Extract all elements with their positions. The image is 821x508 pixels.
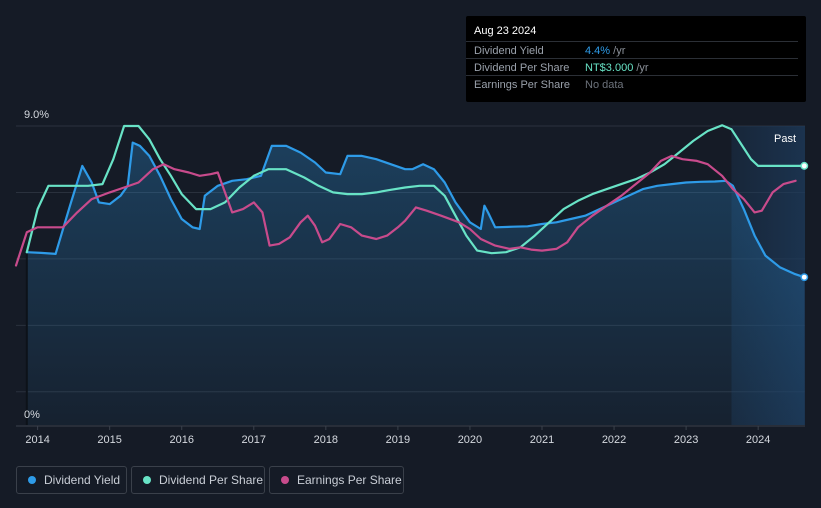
legend-dividend-yield[interactable]: Dividend Yield [16,466,127,494]
legend-label: Earnings Per Share [297,473,402,487]
tooltip-row-earnings-per-share: Earnings Per Share No data [466,75,798,93]
tooltip-label: Dividend Per Share [474,62,570,74]
tooltip-label: Dividend Yield [474,45,544,57]
x-tick-label: 2019 [386,434,410,446]
line-layer [14,124,809,282]
legend-label: Dividend Per Share [159,473,264,487]
tooltip: Aug 23 2024 Dividend Yield 4.4% /yr Divi… [466,16,806,102]
legend-dot-icon [143,476,151,484]
series-line-dps [25,124,806,255]
x-tick-label: 2018 [314,434,338,446]
series-end-marker-yield [800,273,809,282]
tooltip-row-dividend-per-share: Dividend Per Share NT$3.000 /yr [466,58,798,76]
tooltip-row-dividend-yield: Dividend Yield 4.4% /yr [466,41,798,59]
series-line-yield [25,141,806,279]
x-tick-label: 2016 [169,434,193,446]
x-tick-label: 2015 [97,434,121,446]
x-tick-label: 2024 [746,434,770,446]
tooltip-value: NT$3.000 /yr [585,62,649,74]
series-line-eps [14,154,797,267]
tooltip-value: No data [585,79,624,91]
x-tick-label: 2014 [25,434,49,446]
x-axis: 2014 2015 2016 2017 2018 2019 2020 2021 2022 2023… [16,425,805,446]
series-area-yield [26,142,805,425]
series-end-marker-dps [800,161,809,170]
x-tick-label: 2021 [530,434,554,446]
legend-dividend-per-share[interactable]: Dividend Per Share [131,466,265,494]
past-label: Past [774,133,796,145]
legend-dot-icon [281,476,289,484]
tooltip-value: 4.4% /yr [585,45,626,57]
legend-dot-icon [28,476,36,484]
tooltip-label: Earnings Per Share [474,79,570,91]
x-tick-label: 2022 [602,434,626,446]
legend-label: Dividend Yield [44,473,121,487]
tooltip-date: Aug 23 2024 [474,25,537,37]
area-layer [25,142,805,425]
y-tick-label-min: 0% [24,409,40,421]
legend-earnings-per-share[interactable]: Earnings Per Share [269,466,404,494]
x-tick-label: 2023 [674,434,698,446]
x-tick-label: 2020 [458,434,482,446]
x-tick-label: 2017 [242,434,266,446]
y-tick-label-max: 9.0% [24,109,49,121]
